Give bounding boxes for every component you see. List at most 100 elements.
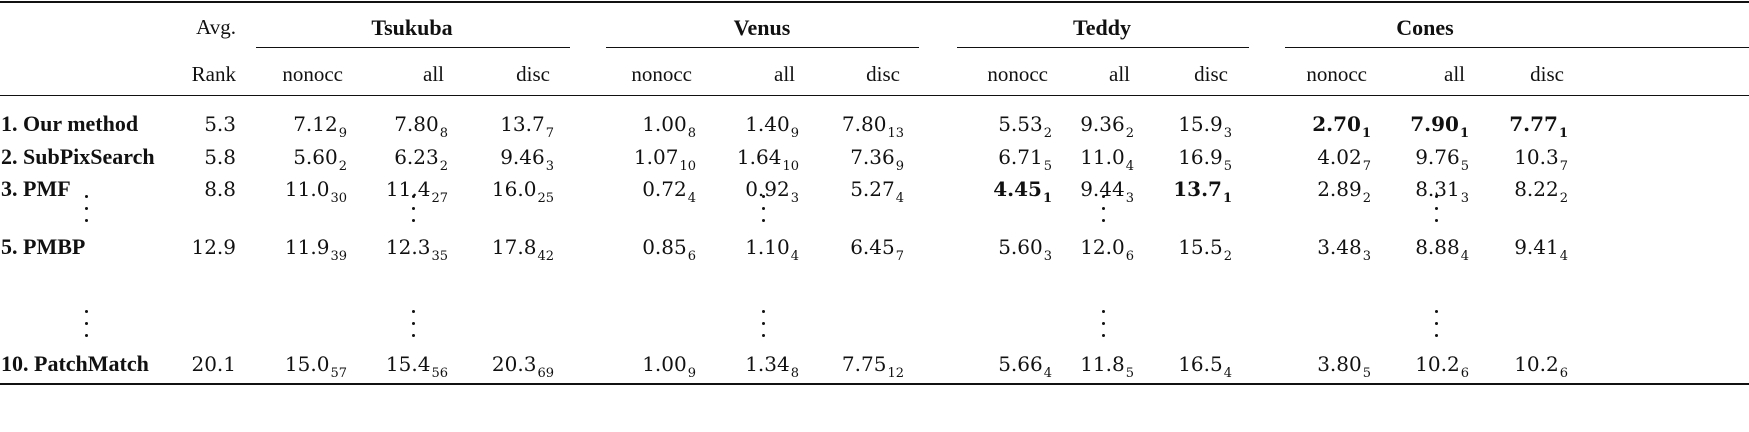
error-value: 6.23 (394, 145, 439, 169)
rank-header: Rank (191, 62, 236, 86)
method-name: 10. PatchMatch (1, 351, 149, 376)
result-cell: 16.54 (1178, 352, 1232, 380)
result-cell: 1.0710 (633, 145, 696, 173)
rank-subscript: 7 (545, 126, 554, 141)
vertical-ellipsis (1435, 195, 1439, 231)
result-cell: 20.369 (492, 354, 554, 380)
error-value: 7.77 (1509, 112, 1558, 136)
result-cell: 17.842 (492, 237, 554, 263)
col-header-cones-disc: disc (1530, 62, 1564, 86)
rank-subscript: 2 (1559, 191, 1568, 206)
error-value: 1.00 (642, 112, 687, 136)
rank-subscript: 4 (687, 191, 696, 206)
result-cell: 13.77 (500, 112, 554, 140)
rank-subscript: 3 (790, 191, 799, 206)
rank-subscript: 7 (895, 249, 904, 264)
error-value: 11.8 (1080, 352, 1125, 376)
dataset-header-venus: Venus (733, 15, 791, 40)
result-cell: 11.030 (284, 177, 347, 205)
col-header-cones-nonocc: nonocc (1306, 62, 1367, 86)
rank-subscript: 4 (895, 191, 904, 206)
rank-subscript: 42 (537, 249, 554, 264)
result-cell: 1.009 (642, 354, 696, 380)
vertical-ellipsis (412, 310, 416, 346)
rank-subscript: 3 (1043, 249, 1052, 264)
rank-subscript: 12 (887, 366, 904, 381)
rank-subscript: 9 (895, 159, 904, 174)
vertical-ellipsis (762, 310, 766, 346)
error-value: 12.3 (385, 235, 431, 259)
rank-subscript: 1 (1361, 126, 1371, 141)
col-header-tsukuba-nonocc: nonocc (282, 62, 343, 86)
result-cell: 8.313 (1415, 179, 1469, 205)
rank-subscript: 5 (1460, 159, 1469, 174)
error-value: 10.2 (1514, 352, 1559, 376)
result-cell: 11.04 (1080, 147, 1134, 173)
result-cell: 16.95 (1178, 147, 1232, 173)
rank-subscript: 8 (687, 126, 696, 141)
result-cell: 7.8013 (842, 114, 904, 140)
rank-subscript: 9 (790, 126, 799, 141)
result-cell: 5.664 (998, 352, 1052, 380)
rank-subscript: 7 (1362, 159, 1371, 174)
avg-rank: 12.9 (191, 235, 236, 259)
error-value: 5.27 (850, 177, 895, 201)
result-cell: 1.008 (642, 112, 696, 140)
error-value: 0.92 (745, 177, 790, 201)
error-value: 7.36 (850, 145, 895, 169)
rank-subscript: 9 (687, 366, 696, 381)
vertical-ellipsis (412, 195, 416, 231)
group-underline-2 (606, 47, 919, 48)
rank-subscript: 30 (330, 191, 347, 206)
error-value: 15.9 (1178, 112, 1223, 136)
result-cell: 12.335 (385, 235, 448, 263)
error-value: 13.7 (500, 112, 545, 136)
error-value: 7.80 (394, 112, 439, 136)
avg-rank: 20.1 (191, 352, 236, 376)
rank-subscript: 5 (1362, 366, 1371, 381)
result-cell: 9.362 (1080, 114, 1134, 140)
dataset-header-tsukuba: Tsukuba (371, 15, 453, 40)
result-cell: 7.7512 (842, 354, 904, 380)
vertical-ellipsis (762, 195, 766, 231)
rank-subscript: 6 (1125, 249, 1134, 264)
result-cell: 5.274 (850, 177, 904, 205)
error-value: 11.4 (385, 177, 431, 201)
rank-subscript: 6 (1460, 366, 1469, 381)
error-value: 13.7 (1173, 177, 1222, 201)
rank-subscript: 5 (1043, 159, 1052, 174)
error-value: 15.4 (385, 352, 431, 376)
result-cell: 15.93 (1178, 112, 1232, 140)
rank-subscript: 4 (1043, 366, 1052, 381)
col-header-venus-disc: disc (866, 62, 900, 86)
error-value: 5.66 (998, 352, 1043, 376)
group-underline-1 (256, 47, 570, 48)
error-value: 16.5 (1178, 352, 1223, 376)
result-cell: 6.232 (394, 145, 448, 173)
result-cell: 12.06 (1080, 237, 1134, 263)
vertical-ellipsis (1435, 310, 1439, 346)
error-value: 1.07 (633, 145, 679, 169)
rank-subscript: 27 (431, 191, 448, 206)
error-value: 11.0 (284, 177, 330, 201)
dataset-header-cones: Cones (1396, 15, 1454, 40)
error-value: 1.64 (736, 145, 782, 169)
rank-subscript: 5 (1125, 366, 1134, 381)
result-cell: 10.37 (1514, 147, 1568, 173)
rank-subscript: 1 (1558, 126, 1568, 141)
group-underline-3 (957, 47, 1249, 48)
error-value: 9.46 (500, 145, 545, 169)
error-value: 8.22 (1514, 177, 1559, 201)
rank-subscript: 1 (1042, 191, 1052, 206)
error-value: 2.70 (1312, 112, 1361, 136)
error-value: 7.90 (1410, 112, 1459, 136)
rank-subscript: 1 (1222, 191, 1232, 206)
rank-subscript: 1 (1459, 126, 1469, 141)
result-cell: 5.603 (998, 237, 1052, 263)
result-cell: 16.025 (492, 179, 554, 205)
rank-subscript: 13 (887, 126, 904, 141)
rank-subscript: 2 (1125, 126, 1134, 141)
result-cell: 9.443 (1080, 179, 1134, 205)
rank-subscript: 9 (338, 126, 347, 141)
